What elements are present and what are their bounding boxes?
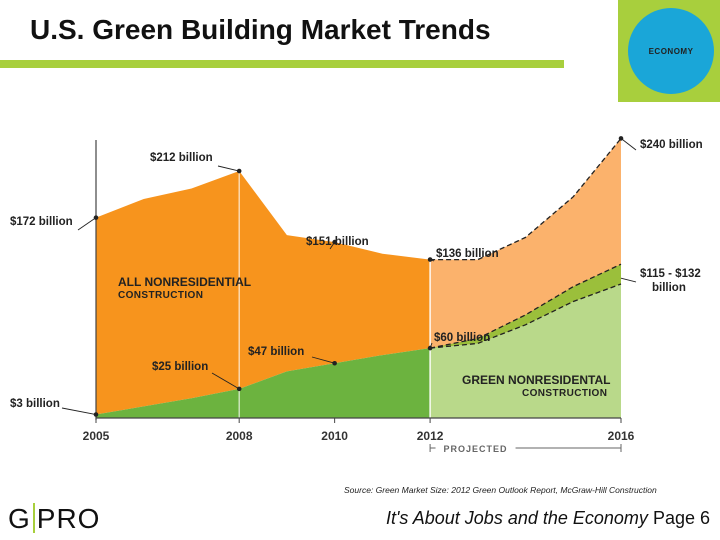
annotation-4: $240 billion [640,139,703,151]
annotation-leader-4 [620,138,637,151]
badge-circle: ECONOMY [628,8,714,94]
annotation-9: $115 - $132 [640,268,701,280]
annotation-0: $172 billion [10,216,73,228]
green-area-projected [430,284,621,418]
annotation-leader-8 [429,342,433,349]
x-tick-label-2005: 2005 [83,429,110,443]
green-area-actual [96,348,431,418]
area-label-total-1: ALL NONRESIDENTIAL [118,275,251,289]
annotation-8: $60 billion [434,332,490,344]
page-title: U.S. Green Building Market Trends [30,14,491,45]
annotation-leader-6 [211,372,240,390]
annotation-leader-1 [217,165,240,172]
annotation-leader-3 [429,259,435,262]
badge-text: ECONOMY [648,46,694,56]
x-tick-label-2008: 2008 [226,429,253,443]
annotation-leader-9 [620,277,637,283]
data-point-2012-60 [427,345,433,351]
footer-tagline: It's About Jobs and the Economy [385,508,648,528]
title-underline [0,60,564,68]
market-trends-chart: 2005 2008 2010 2012 2016 PROJECTED $172 billio… [10,136,703,454]
page-number: Page 6 [652,508,710,528]
x-tick-label-2012: 2012 [417,429,444,443]
x-tick-label-2010: 2010 [321,429,348,443]
gpro-logo: G PRO [8,503,100,535]
annotation-1: $212 billion [150,152,213,164]
logo-divider [32,503,35,533]
area-label-green-2: CONSTRUCTION [522,388,607,399]
projected-label: PROJECTED [444,444,508,454]
annotation-2: $151 billion [306,236,369,248]
x-tick-label-2016: 2016 [608,429,635,443]
green-projection-line [430,283,622,349]
green-range-line [429,263,622,349]
logo-left: G [8,503,31,534]
annotation-leader-5 [61,407,97,415]
source-note: Source: Green Market Size: 2012 Green Ou… [344,485,657,495]
annotation-leader-0 [77,217,97,231]
total-area-actual [96,171,431,415]
annotation-10: billion [652,282,686,294]
annotation-5: $3 billion [10,398,60,410]
footer: It's About Jobs and the Economy Page 6 [386,508,710,529]
logo-right: PRO [36,503,101,534]
economy-badge: ECONOMY [618,0,720,102]
annotation-leader-7 [311,356,335,364]
annotation-3: $136 billion [436,248,499,260]
annotation-6: $25 billion [152,361,208,373]
annotation-7: $47 billion [248,346,304,358]
area-label-total-2: CONSTRUCTION [118,290,203,301]
annotation-leader-2 [329,241,336,250]
total-projection-line [430,137,622,261]
projected-label-bg [435,442,516,454]
area-label-green-1: GREEN NONRESIDENTAL [462,373,610,387]
